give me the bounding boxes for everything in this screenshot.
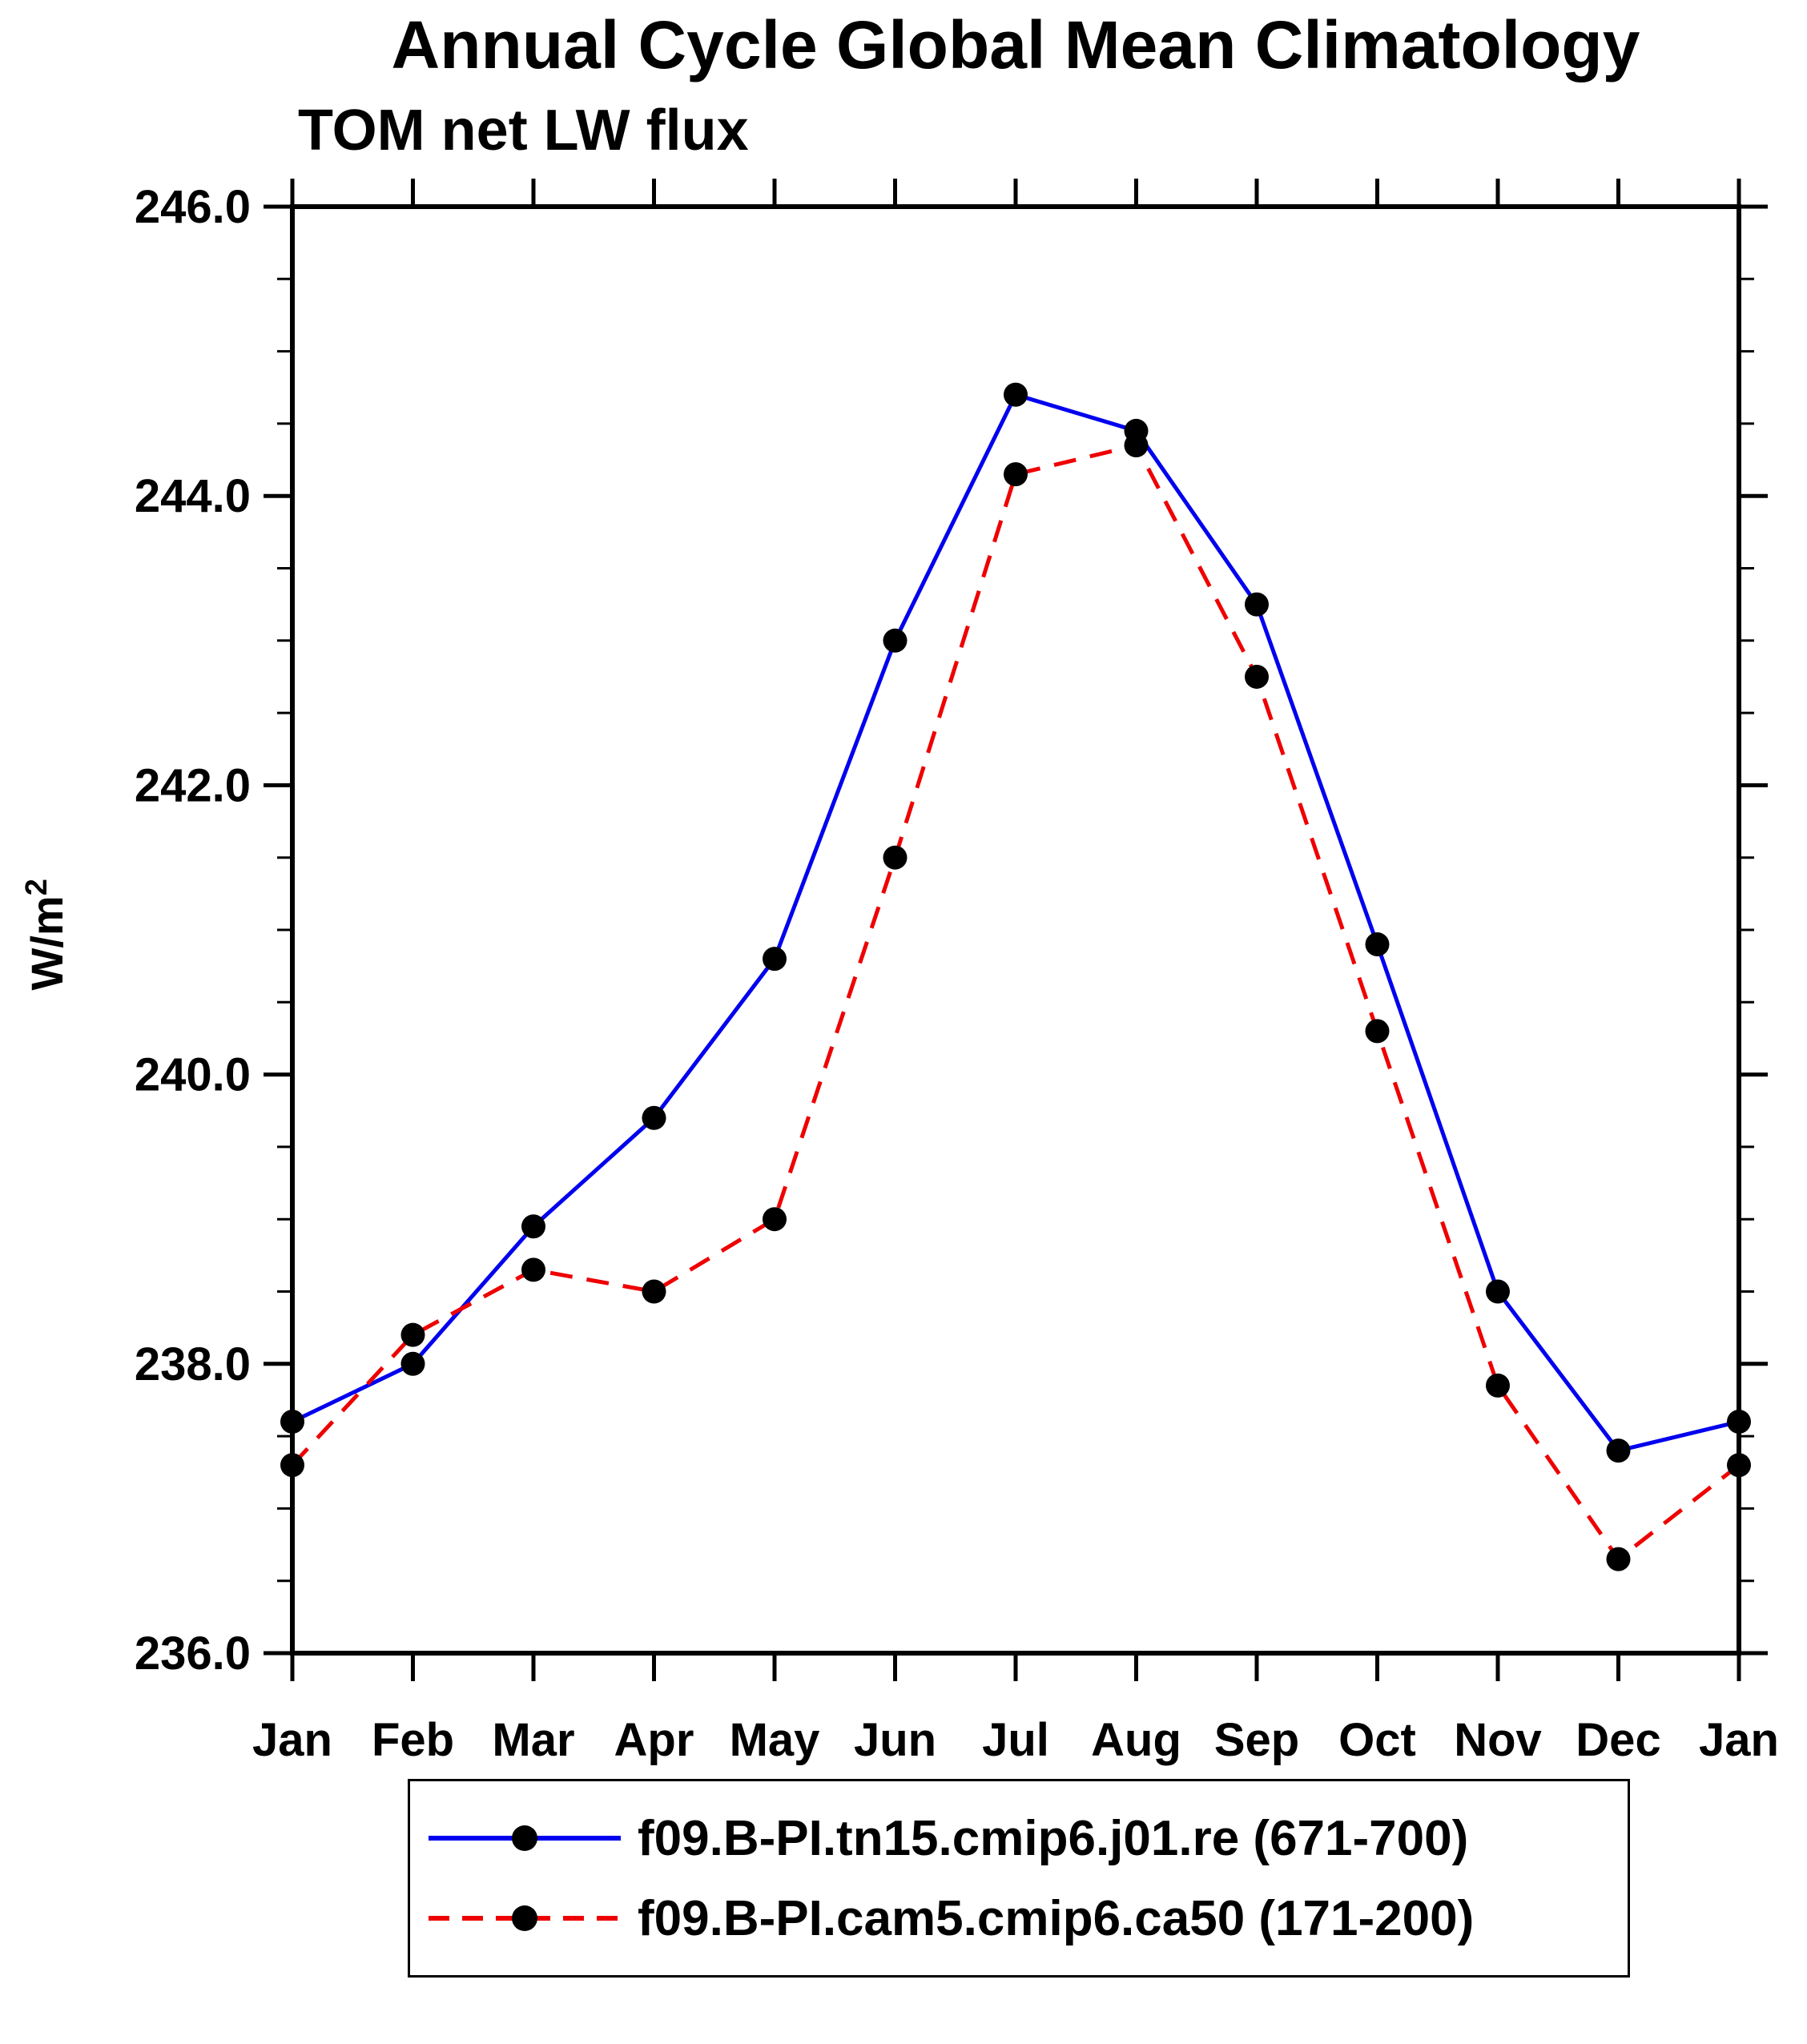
data-point-series-0 [1727, 1410, 1751, 1434]
data-point-series-0 [400, 1351, 425, 1376]
data-point-series-0 [883, 628, 908, 653]
data-point-series-1 [763, 1207, 787, 1232]
data-point-series-1 [521, 1257, 545, 1282]
plot-frame [290, 204, 1741, 1656]
y-tick-label: 244.0 [135, 470, 251, 522]
x-tick-label: Nov [1454, 1714, 1542, 1766]
data-point-series-0 [1606, 1438, 1631, 1463]
legend-marker-dot [512, 1905, 537, 1931]
x-tick-label: Dec [1576, 1714, 1660, 1766]
y-tick-label: 238.0 [135, 1338, 251, 1390]
data-point-series-1 [1004, 462, 1028, 487]
data-point-series-1 [280, 1453, 304, 1478]
data-point-series-1 [883, 845, 908, 870]
x-tick-label: Aug [1091, 1714, 1181, 1766]
y-tick-label: 236.0 [135, 1628, 251, 1680]
data-point-series-1 [1245, 664, 1269, 689]
x-tick-label: Jan [252, 1714, 332, 1766]
data-point-series-1 [1365, 1019, 1390, 1044]
x-tick-label: Jul [982, 1714, 1049, 1766]
data-point-series-0 [1365, 932, 1390, 957]
legend-item-series-1: f09.B-PI.tn15.cmip6.j01.re (671-700) [425, 1798, 1628, 1878]
legend: f09.B-PI.tn15.cmip6.j01.re (671-700) f09… [408, 1779, 1630, 1978]
legend-line-sample-solid [429, 1825, 621, 1851]
data-point-series-0 [763, 947, 787, 972]
data-point-series-1 [400, 1322, 425, 1347]
y-tick-label: 242.0 [135, 759, 251, 811]
data-point-series-0 [1486, 1279, 1510, 1304]
legend-line-sample-dashed [429, 1905, 621, 1931]
data-point-series-1 [1606, 1547, 1631, 1571]
data-point-series-0 [642, 1105, 666, 1130]
legend-label-series-1: f09.B-PI.tn15.cmip6.j01.re (671-700) [638, 1810, 1469, 1866]
legend-label-series-2: f09.B-PI.cam5.cmip6.ca50 (171-200) [638, 1890, 1475, 1946]
data-point-series-1 [1727, 1453, 1751, 1478]
data-point-series-0 [521, 1214, 545, 1239]
x-tick-label: Feb [372, 1714, 454, 1766]
data-point-series-1 [642, 1279, 666, 1304]
y-tick-label: 246.0 [135, 181, 251, 233]
legend-marker-dot [512, 1825, 537, 1851]
legend-item-series-2: f09.B-PI.cam5.cmip6.ca50 (171-200) [425, 1878, 1628, 1958]
data-point-series-1 [1486, 1373, 1510, 1398]
series-line-1 [291, 443, 1741, 1563]
data-point-series-1 [1124, 433, 1149, 457]
x-tick-label: Sep [1214, 1714, 1299, 1766]
y-tick-label: 240.0 [135, 1049, 251, 1101]
data-point-series-0 [1245, 592, 1269, 617]
chart-title: Annual Cycle Global Mean Climatology [391, 7, 1640, 82]
data-point-series-0 [280, 1410, 304, 1434]
data-point-series-0 [1004, 382, 1028, 407]
x-tick-label: Jan [1699, 1714, 1779, 1766]
x-tick-label: Oct [1338, 1714, 1416, 1766]
x-tick-label: Apr [614, 1714, 694, 1766]
x-tick-label: Mar [492, 1714, 574, 1766]
chart-subtitle: TOM net LW flux [298, 99, 749, 163]
series-line-0 [291, 392, 1740, 1453]
x-tick-label: Jun [854, 1714, 936, 1766]
x-tick-label: May [730, 1714, 820, 1766]
